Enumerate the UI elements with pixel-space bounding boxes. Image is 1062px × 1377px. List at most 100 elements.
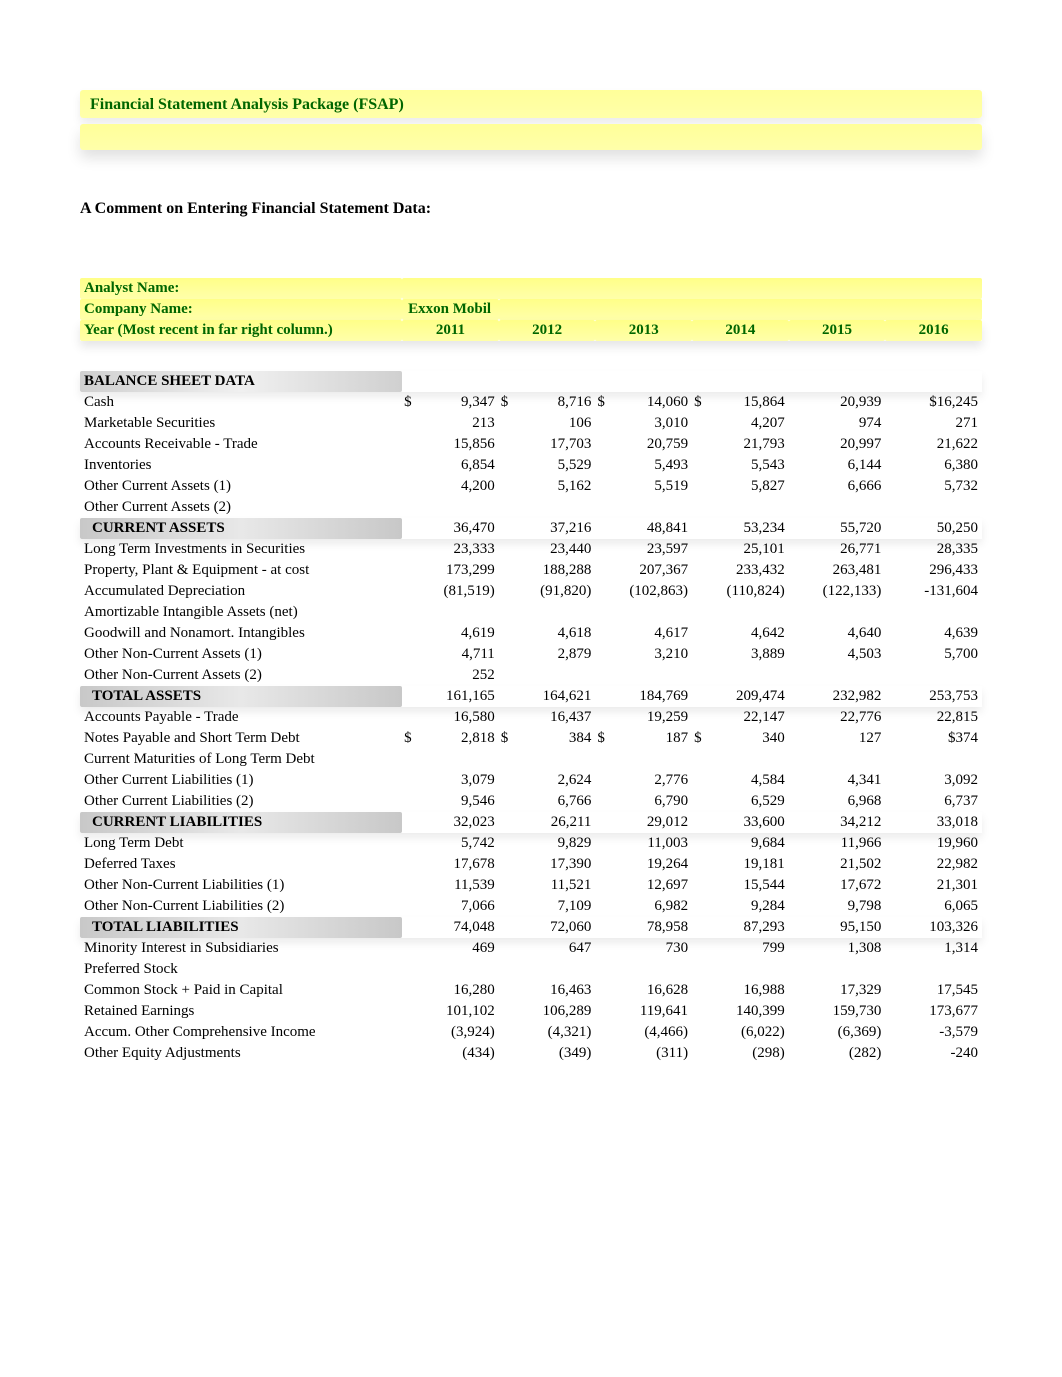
- row-label: Notes Payable and Short Term Debt: [80, 728, 402, 749]
- table-row: Retained Earnings101,102106,289119,64114…: [80, 1001, 982, 1022]
- year-2015: 2015: [789, 320, 886, 341]
- cell-value: 173,299: [402, 560, 499, 581]
- cell-value: (311): [595, 1043, 692, 1064]
- cell-value: (122,133): [789, 581, 886, 602]
- cell-value: [595, 749, 692, 770]
- row-label: Long Term Debt: [80, 833, 402, 854]
- cell-value: 72,060: [499, 917, 596, 938]
- cell-value: 119,641: [595, 1001, 692, 1022]
- cell-value: $340: [692, 728, 789, 749]
- cell-value: [692, 959, 789, 980]
- cell-value: [692, 665, 789, 686]
- financial-table: Analyst Name: Company Name: Exxon Mobil …: [80, 278, 982, 1064]
- cell-value: 4,618: [499, 623, 596, 644]
- year-2011: 2011: [402, 320, 499, 341]
- dollar-sign: $: [597, 394, 605, 411]
- cell-value: (6,369): [789, 1022, 886, 1043]
- cell-number: 384: [569, 730, 592, 746]
- cell-value: [885, 497, 982, 518]
- row-label: Property, Plant & Equipment - at cost: [80, 560, 402, 581]
- cell-value: 209,474: [692, 686, 789, 707]
- table-row: Other Current Liabilities (1)3,0792,6242…: [80, 770, 982, 791]
- table-row: Marketable Securities2131063,0104,207974…: [80, 413, 982, 434]
- cell-value: 173,677: [885, 1001, 982, 1022]
- cell-value: 101,102: [402, 1001, 499, 1022]
- table-row: Cash$9,347$8,716$14,060$15,86420,939$16,…: [80, 392, 982, 413]
- balance-sheet-header: BALANCE SHEET DATA: [80, 371, 982, 392]
- table-row: Accumulated Depreciation(81,519)(91,820)…: [80, 581, 982, 602]
- table-row: Other Current Assets (2): [80, 497, 982, 518]
- row-label: Other Non-Current Assets (2): [80, 665, 402, 686]
- cell-value: 5,742: [402, 833, 499, 854]
- cell-value: 9,546: [402, 791, 499, 812]
- cell-value: 7,109: [499, 896, 596, 917]
- cell-value: 33,018: [885, 812, 982, 833]
- cell-value: 87,293: [692, 917, 789, 938]
- cell-value: [402, 602, 499, 623]
- cell-value: 5,700: [885, 644, 982, 665]
- analyst-label: Analyst Name:: [80, 278, 402, 299]
- cell-number: 9,347: [461, 394, 495, 410]
- table-row: Current Maturities of Long Term Debt: [80, 749, 982, 770]
- cell-value: 4,639: [885, 623, 982, 644]
- cell-value: 26,211: [499, 812, 596, 833]
- row-label: Accounts Payable - Trade: [80, 707, 402, 728]
- cell-value: [789, 959, 886, 980]
- cell-value: 29,012: [595, 812, 692, 833]
- cell-value: $9,347: [402, 392, 499, 413]
- cell-value: 3,079: [402, 770, 499, 791]
- cell-value: (298): [692, 1043, 789, 1064]
- cell-number: 8,716: [558, 394, 592, 410]
- cell-value: $16,245: [885, 392, 982, 413]
- cell-value: 25,101: [692, 539, 789, 560]
- cell-value: [692, 749, 789, 770]
- cell-value: [595, 959, 692, 980]
- cell-number: 2,818: [461, 730, 495, 746]
- cell-value: 4,640: [789, 623, 886, 644]
- cell-value: 15,856: [402, 434, 499, 455]
- row-label: Other Current Assets (2): [80, 497, 402, 518]
- cell-value: 3,092: [885, 770, 982, 791]
- cell-value: [402, 959, 499, 980]
- cell-value: 232,982: [789, 686, 886, 707]
- dollar-sign: $: [694, 394, 702, 411]
- table-row: Accounts Payable - Trade16,58016,43719,2…: [80, 707, 982, 728]
- cell-value: 4,642: [692, 623, 789, 644]
- cell-value: (282): [789, 1043, 886, 1064]
- table-row: Accum. Other Comprehensive Income(3,924)…: [80, 1022, 982, 1043]
- cell-value: 21,502: [789, 854, 886, 875]
- cell-value: -131,604: [885, 581, 982, 602]
- cell-value: 5,543: [692, 455, 789, 476]
- analyst-row: Analyst Name:: [80, 278, 982, 299]
- row-label: Preferred Stock: [80, 959, 402, 980]
- cell-value: 2,879: [499, 644, 596, 665]
- cell-value: 17,329: [789, 980, 886, 1001]
- cell-value: 26,771: [789, 539, 886, 560]
- table-row: Deferred Taxes17,67817,39019,26419,18121…: [80, 854, 982, 875]
- cell-value: 21,793: [692, 434, 789, 455]
- cell-value: $14,060: [595, 392, 692, 413]
- row-label: Inventories: [80, 455, 402, 476]
- cell-value: 1,314: [885, 938, 982, 959]
- cell-value: 12,697: [595, 875, 692, 896]
- cell-value: 469: [402, 938, 499, 959]
- cell-value: 4,503: [789, 644, 886, 665]
- cell-value: 188,288: [499, 560, 596, 581]
- cell-value: 11,966: [789, 833, 886, 854]
- cell-value: 4,341: [789, 770, 886, 791]
- blank-band: [80, 124, 982, 150]
- cell-number: 14,060: [647, 394, 688, 410]
- table-row: Preferred Stock: [80, 959, 982, 980]
- row-label: Common Stock + Paid in Capital: [80, 980, 402, 1001]
- cell-value: 22,982: [885, 854, 982, 875]
- table-row: Notes Payable and Short Term Debt$2,818$…: [80, 728, 982, 749]
- table-row: Other Non-Current Assets (1)4,7112,8793,…: [80, 644, 982, 665]
- year-2014: 2014: [692, 320, 789, 341]
- cell-value: [499, 602, 596, 623]
- cell-value: 140,399: [692, 1001, 789, 1022]
- cell-value: 213: [402, 413, 499, 434]
- table-row: Property, Plant & Equipment - at cost173…: [80, 560, 982, 581]
- cell-value: [402, 749, 499, 770]
- row-label: Retained Earnings: [80, 1001, 402, 1022]
- row-label: Cash: [80, 392, 402, 413]
